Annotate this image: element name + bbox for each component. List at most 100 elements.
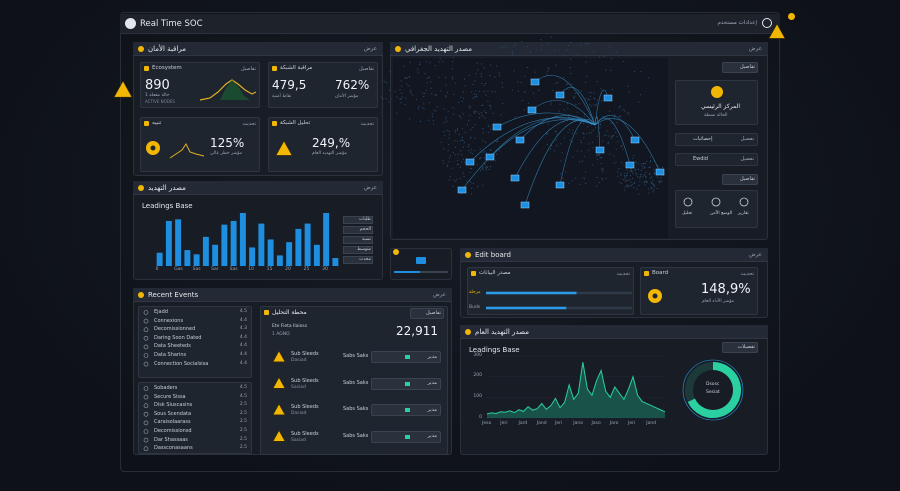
map-dot — [452, 152, 455, 154]
map-dot — [448, 134, 450, 136]
panel-action: عرض — [749, 45, 762, 52]
map-dot — [557, 82, 559, 84]
map-dot — [638, 101, 640, 103]
map-dot — [558, 110, 560, 112]
incident-type: Sabs Saks — [343, 379, 369, 386]
map-dot — [428, 76, 430, 78]
map-dot — [458, 115, 461, 117]
map-dot — [608, 135, 610, 137]
map-dot — [524, 91, 526, 94]
progress-label: Buds — [469, 305, 481, 310]
map-dot — [599, 56, 601, 58]
map-dot — [484, 151, 486, 153]
connection — [594, 117, 631, 166]
event-name: Dar Shassaas — [154, 436, 188, 443]
map-dot — [635, 173, 637, 175]
x-tick-label: Sas — [229, 267, 238, 272]
map-dot — [451, 68, 454, 70]
map-dot — [616, 51, 618, 54]
gear-icon — [652, 293, 658, 299]
bar — [332, 258, 339, 266]
map-dot — [607, 141, 609, 143]
map-dot — [638, 184, 640, 186]
map-dot — [412, 95, 414, 97]
map-dot — [622, 109, 624, 111]
map-node — [655, 168, 665, 176]
button[interactable] — [722, 62, 758, 73]
map-dot — [489, 107, 492, 110]
map-dot — [582, 132, 584, 134]
map-dot — [583, 116, 585, 118]
map-dot — [456, 129, 459, 131]
map-dot — [468, 144, 470, 146]
map-dot — [568, 113, 570, 115]
map-dot — [580, 44, 582, 46]
map-dot — [469, 167, 472, 169]
map-dot — [421, 106, 424, 109]
button[interactable] — [722, 342, 758, 353]
card-caption: نقاط أمنية — [272, 94, 292, 99]
map-dot — [439, 58, 441, 60]
avatar[interactable] — [762, 18, 772, 28]
map-dot — [470, 187, 473, 189]
map-dot — [584, 42, 586, 45]
logo — [125, 18, 136, 29]
map-dot — [521, 99, 524, 102]
tag-mark — [405, 381, 410, 386]
map-dot — [452, 60, 454, 63]
map-dot — [641, 163, 643, 165]
map-dot — [624, 180, 626, 183]
event-name: Daring Soon Dated — [154, 334, 202, 341]
row-label: إحصائيات — [693, 136, 713, 142]
map-dot — [474, 137, 476, 139]
map-dot — [628, 91, 630, 93]
map-dot — [579, 183, 581, 186]
map-dot — [482, 151, 484, 153]
card-dot — [144, 121, 149, 126]
map-dot — [405, 77, 407, 79]
map-dot — [649, 161, 652, 163]
map-dot — [637, 168, 640, 170]
map-dot — [653, 169, 655, 171]
map-dot — [473, 111, 475, 113]
map-dot — [649, 160, 652, 162]
card-action: تفاصيل — [359, 65, 374, 72]
map-dot — [485, 169, 488, 171]
map-dot — [588, 132, 590, 134]
map-dot — [563, 109, 565, 111]
map-dot — [626, 175, 628, 177]
legend-item — [343, 246, 373, 254]
map-dot — [462, 91, 464, 93]
legend-item — [343, 236, 373, 244]
panel-action: عرض — [433, 291, 446, 298]
button[interactable] — [410, 308, 444, 319]
controls-panel — [390, 248, 452, 280]
map-dot — [401, 92, 403, 94]
panel-title: Edit board — [475, 251, 511, 259]
map-dot — [568, 44, 570, 47]
map-dot — [489, 104, 491, 106]
donut-slice — [687, 362, 741, 418]
map-dot — [596, 176, 598, 178]
map-dot — [483, 157, 485, 159]
map-dot — [572, 96, 574, 98]
map-dot — [627, 85, 629, 87]
map-dot — [596, 99, 599, 101]
map-dot — [446, 129, 448, 131]
button[interactable] — [722, 174, 758, 185]
map-dot — [456, 140, 458, 142]
map-dot — [640, 174, 642, 176]
map-dot — [478, 113, 481, 115]
map-dot — [430, 81, 432, 83]
map-dot — [440, 90, 442, 92]
event-name: Connexions — [154, 317, 184, 324]
legend-label: الحجم — [359, 227, 371, 232]
map-dot — [548, 68, 550, 70]
event-icon — [143, 318, 149, 324]
map-dot — [479, 170, 481, 172]
map-dot — [642, 167, 644, 169]
map-dot — [520, 41, 523, 43]
connection — [524, 119, 596, 206]
map-dot — [429, 62, 431, 64]
map-dot — [618, 107, 620, 109]
